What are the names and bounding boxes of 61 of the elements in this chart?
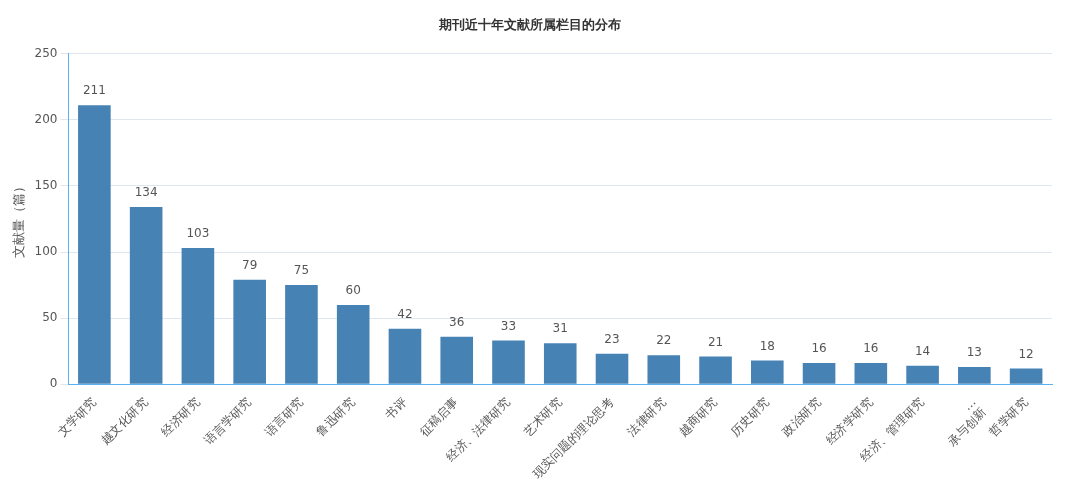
x-tick-label: 征稿启事 [417, 394, 462, 439]
x-tick-label: 越文化研究 [98, 394, 151, 448]
x-tick-label: 经济研究 [158, 394, 203, 439]
y-tick-label: 150 [34, 177, 58, 192]
y-axis-title: 文献量（篇） [11, 179, 27, 258]
data-label: 31 [552, 321, 568, 336]
y-tick-label: 50 [42, 310, 58, 325]
x-tick-label: 哲学研究 [986, 394, 1031, 439]
x-tick-label: 鲁迅研究 [313, 394, 358, 439]
data-label: 36 [449, 314, 465, 329]
data-label: 211 [82, 83, 106, 98]
data-label: 60 [345, 283, 361, 298]
bar [595, 353, 629, 384]
x-tick-label: 语言学研究 [201, 394, 255, 448]
y-tick-label: 100 [34, 244, 58, 259]
chart-title: 期刊近十年文献所属栏目的分布 [438, 17, 621, 33]
x-tick-label: … 承与创新 [945, 394, 989, 449]
x-tick-label: 法律研究 [624, 394, 669, 439]
bar [906, 365, 939, 384]
bar [78, 105, 111, 384]
bar [233, 279, 266, 384]
bar [129, 207, 163, 384]
data-label: 16 [863, 341, 879, 356]
bar [1009, 368, 1043, 384]
x-tick-label: 语言研究 [261, 394, 306, 439]
y-tick-label: 0 [49, 376, 58, 391]
y-tick-label: 200 [34, 111, 58, 126]
bar [388, 328, 422, 384]
bar [958, 367, 991, 384]
data-label: 21 [707, 334, 724, 349]
bar [181, 248, 215, 384]
data-label: 12 [1018, 346, 1034, 361]
x-tick-label: 艺术研究 [520, 394, 565, 439]
bar [285, 285, 318, 384]
x-tick-label: 越商研究 [676, 394, 720, 439]
bar [492, 340, 525, 384]
bar [543, 343, 577, 384]
bar [336, 304, 370, 384]
x-tick-label: 历史研究 [727, 394, 772, 439]
data-label: 103 [186, 226, 210, 241]
x-tick-label: 书评 [382, 394, 410, 422]
data-label: 16 [811, 341, 827, 356]
bar [440, 336, 474, 384]
bar [699, 356, 732, 384]
data-label: 13 [966, 345, 982, 360]
x-tick-label: 政治研究 [779, 394, 824, 439]
data-label: 23 [604, 331, 620, 346]
bar [854, 363, 888, 384]
data-label: 14 [914, 343, 931, 358]
data-label: 79 [242, 257, 258, 272]
data-label: 18 [759, 338, 775, 353]
data-label: 75 [293, 263, 310, 278]
y-tick-label: 250 [34, 45, 58, 60]
bar [802, 363, 836, 384]
data-label: 42 [397, 306, 413, 321]
x-tick-label: 文学研究 [54, 394, 99, 439]
data-label: 22 [656, 333, 672, 348]
bar [751, 360, 784, 384]
data-label: 33 [500, 318, 517, 333]
data-label: 134 [134, 185, 158, 200]
bar [647, 355, 681, 384]
